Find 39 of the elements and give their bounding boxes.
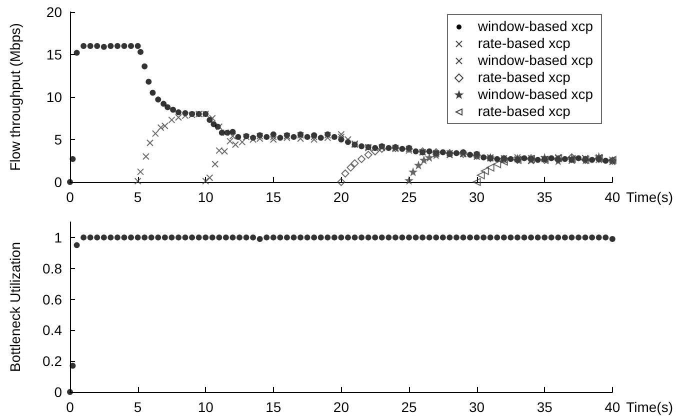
y-tick-label: 15 bbox=[46, 46, 62, 62]
x-tick-label: 5 bbox=[134, 399, 142, 415]
x-tick-label: 5 bbox=[134, 189, 142, 205]
y-tick-label: 0.6 bbox=[42, 291, 62, 308]
x-axis-title: Time(s) bbox=[626, 189, 674, 205]
x-tick-label: 25 bbox=[401, 399, 417, 415]
y-tick-label: 0.8 bbox=[42, 260, 62, 276]
y-tick-label: 10 bbox=[46, 89, 62, 105]
y-tick-label: 0 bbox=[54, 384, 62, 400]
x-tick-label: 30 bbox=[469, 399, 485, 415]
x-tick-label: 15 bbox=[266, 399, 282, 415]
y-axis-title: Flow throughput (Mbps) bbox=[7, 23, 23, 171]
x-tick-label: 40 bbox=[604, 189, 620, 205]
x-tick-label: 35 bbox=[536, 189, 553, 205]
y-axis-title: Bottleneck Utilization bbox=[7, 242, 23, 372]
y-tick-label: 5 bbox=[54, 132, 62, 148]
x-tick-label: 30 bbox=[469, 189, 485, 205]
x-tick-label: 20 bbox=[333, 189, 350, 205]
y-tick-label: 0.4 bbox=[42, 322, 62, 338]
y-tick-label: 0 bbox=[54, 174, 62, 190]
legend-label: window-based xcp bbox=[478, 52, 593, 69]
legend-label: rate-based xcp bbox=[478, 69, 570, 86]
legend-label: rate-based xcp bbox=[478, 103, 570, 120]
y-tick-label: 1 bbox=[54, 229, 62, 246]
x-axis-title: Time(s) bbox=[626, 399, 674, 415]
x-tick-label: 15 bbox=[266, 189, 282, 205]
x-tick-label: 0 bbox=[66, 399, 74, 415]
x-tick-label: 10 bbox=[198, 399, 214, 415]
legend-label: window-based xcp bbox=[478, 86, 593, 103]
x-tick-label: 10 bbox=[198, 189, 214, 205]
y-tick-label: 20 bbox=[46, 4, 62, 20]
x-tick-label: 0 bbox=[66, 189, 74, 205]
legend-label: rate-based xcp bbox=[478, 35, 570, 52]
x-tick-label: 35 bbox=[536, 399, 553, 415]
x-tick-label: 40 bbox=[604, 399, 620, 415]
x-tick-label: 20 bbox=[333, 399, 350, 415]
x-tick-label: 25 bbox=[401, 189, 417, 205]
legend-label: window-based xcp bbox=[478, 18, 593, 35]
y-tick-label: 0.2 bbox=[42, 353, 62, 370]
